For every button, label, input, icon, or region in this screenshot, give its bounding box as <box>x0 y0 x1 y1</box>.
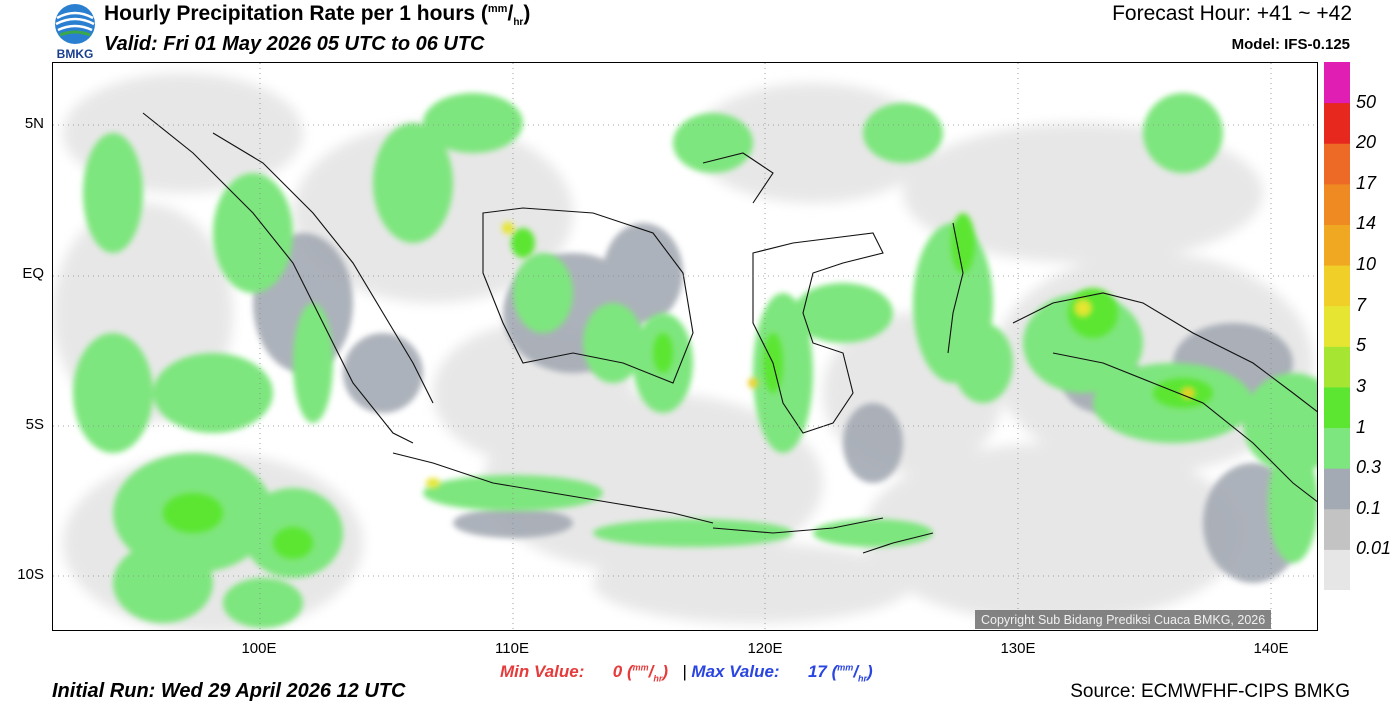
longitude-label: 100E <box>241 640 277 657</box>
latitude-label: 5S <box>25 415 44 433</box>
map-canvas <box>53 63 1317 630</box>
bmkg-logo: BMKG <box>52 2 98 61</box>
max-label: Max Value: <box>691 662 780 681</box>
min-unit: (mm/hr) <box>626 662 669 684</box>
longitude-label: 120E <box>747 640 783 657</box>
colorbar-label: 0.1 <box>1356 497 1382 518</box>
colorbar-label: 20 <box>1356 132 1377 153</box>
colorbar-label: 17 <box>1356 172 1377 193</box>
min-label: Min Value: <box>500 662 585 681</box>
colorbar-segment <box>1324 549 1350 591</box>
min-value: 0 <box>612 662 623 681</box>
colorbar-segment <box>1324 346 1350 388</box>
map-title: Hourly Precipitation Rate per 1 hours (m… <box>104 2 531 29</box>
precipitation-map <box>52 62 1318 631</box>
colorbar-segment <box>1324 265 1350 307</box>
coastlines <box>142 112 1317 554</box>
logo-text: BMKG <box>57 47 94 60</box>
colorbar-segment <box>1324 102 1350 144</box>
colorbar-segment <box>1324 468 1350 510</box>
graticule <box>53 63 1317 630</box>
colorbar-label: 1 <box>1356 416 1367 437</box>
valid-time: Valid: Fri 01 May 2026 05 UTC to 06 UTC <box>104 33 485 55</box>
colorbar-label: 3 <box>1356 375 1367 396</box>
colorbar-segment <box>1324 143 1350 185</box>
separator: | <box>682 662 687 681</box>
initial-run: Initial Run: Wed 29 April 2026 12 UTC <box>52 680 406 702</box>
colorbar-segment <box>1324 508 1350 550</box>
colorbar <box>1324 62 1350 591</box>
max-unit: (mm/hr) <box>831 662 873 684</box>
colorbar-label: 7 <box>1356 294 1367 315</box>
forecast-hour: Forecast Hour: +41 ~ +42 <box>1112 2 1352 25</box>
min-max-values: Min Value: 0 (mm/hr) | Max Value: 17 (mm… <box>500 662 873 683</box>
colorbar-label: 5 <box>1356 335 1367 356</box>
model-name: Model: IFS-0.125 <box>1231 36 1350 53</box>
colorbar-label: 50 <box>1356 91 1377 112</box>
colorbar-label: 0.3 <box>1356 457 1382 478</box>
colorbar-label: 10 <box>1356 254 1377 275</box>
longitude-label: 130E <box>1000 640 1036 657</box>
colorbar-label: 0.01 <box>1356 538 1392 559</box>
colorbar-segment <box>1324 183 1350 225</box>
colorbar-segment <box>1324 427 1350 469</box>
latitude-label: EQ <box>22 265 44 283</box>
copyright-notice: Copyright Sub Bidang Prediksi Cuaca BMKG… <box>975 610 1272 629</box>
colorbar-segment <box>1324 305 1350 347</box>
colorbar-segment <box>1324 386 1350 429</box>
colorbar-label: 14 <box>1356 213 1377 234</box>
max-value: 17 <box>807 662 827 681</box>
latitude-label: 5N <box>24 115 44 132</box>
colorbar-segment <box>1324 62 1350 104</box>
longitude-label: 110E <box>495 640 529 657</box>
data-source: Source: ECMWFHF-CIPS BMKG <box>1070 681 1350 702</box>
latitude-label: 10S <box>17 565 44 583</box>
longitude-label: 140E <box>1253 640 1289 657</box>
colorbar-segment <box>1324 224 1350 266</box>
green-precip-layer <box>73 93 1317 628</box>
